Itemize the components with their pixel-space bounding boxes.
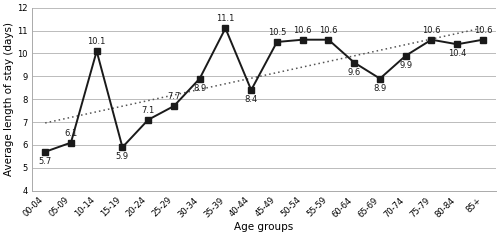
Text: 6.1: 6.1 bbox=[64, 129, 78, 138]
Text: 10.1: 10.1 bbox=[88, 37, 106, 46]
Text: 8.9: 8.9 bbox=[374, 84, 386, 93]
Text: 10.4: 10.4 bbox=[448, 49, 466, 58]
Text: 8.9: 8.9 bbox=[193, 84, 206, 93]
Text: 10.6: 10.6 bbox=[422, 25, 440, 35]
Text: 5.9: 5.9 bbox=[116, 152, 129, 161]
X-axis label: Age groups: Age groups bbox=[234, 222, 294, 232]
Text: 11.1: 11.1 bbox=[216, 14, 234, 23]
Text: 10.6: 10.6 bbox=[294, 25, 312, 35]
Text: 8.4: 8.4 bbox=[244, 95, 258, 104]
Y-axis label: Average length of stay (days): Average length of stay (days) bbox=[4, 22, 14, 176]
Text: 10.6: 10.6 bbox=[319, 25, 338, 35]
Text: 7.7: 7.7 bbox=[168, 92, 180, 101]
Text: 5.7: 5.7 bbox=[38, 157, 52, 166]
Text: 10.5: 10.5 bbox=[268, 28, 286, 37]
Text: 9.9: 9.9 bbox=[399, 61, 412, 70]
Text: 10.6: 10.6 bbox=[474, 25, 492, 35]
Text: 7.1: 7.1 bbox=[142, 106, 155, 115]
Text: 9.6: 9.6 bbox=[348, 68, 361, 77]
